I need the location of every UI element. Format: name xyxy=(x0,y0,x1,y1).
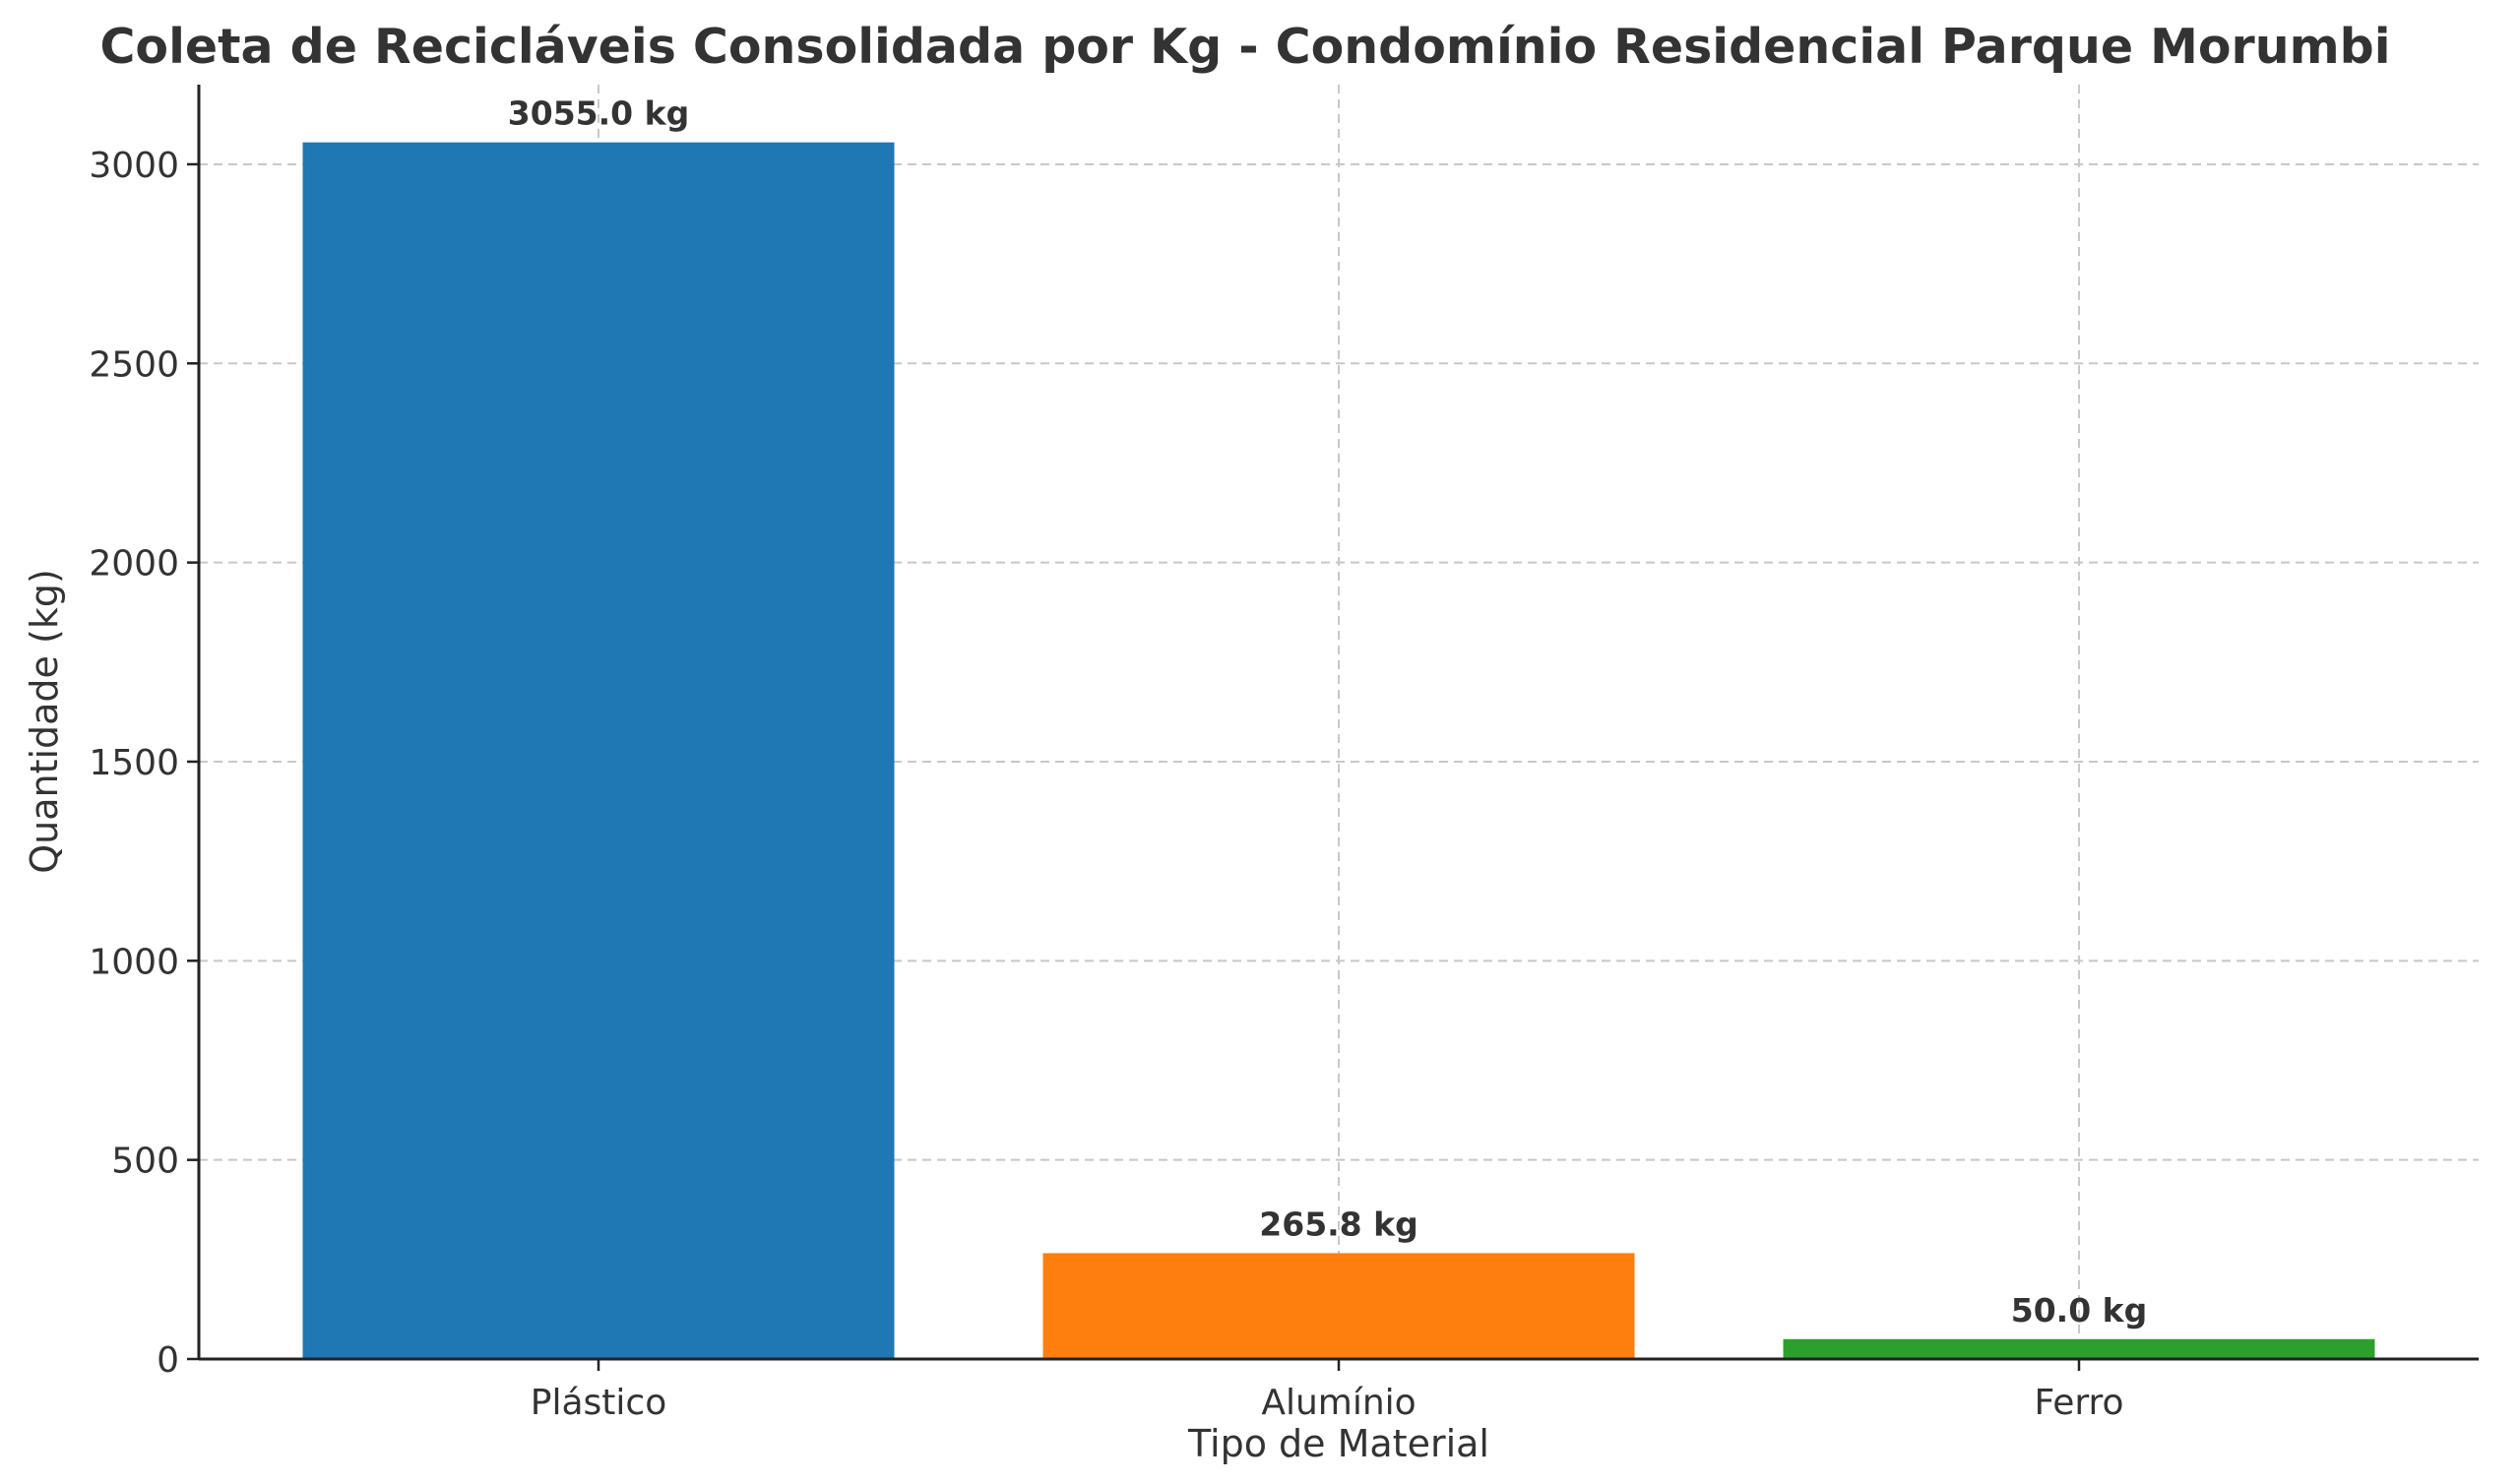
y-tick-label: 1500 xyxy=(89,743,179,783)
bar-data-label: 50.0 kg xyxy=(2011,1291,2147,1329)
x-axis-label: Tipo de Material xyxy=(1187,1422,1489,1465)
bar-data-label: 265.8 kg xyxy=(1259,1205,1418,1243)
bar-alumínio xyxy=(1042,1253,1635,1359)
bar-ferro xyxy=(1783,1338,2375,1359)
chart-title: Coleta de Recicláveis Consolidada por Kg… xyxy=(99,19,2390,75)
y-tick-label: 0 xyxy=(157,1340,179,1381)
data-labels-layer: 3055.0 kg 265.8 kg 50.0 kg xyxy=(508,94,2147,1329)
y-tick-label: 2500 xyxy=(89,344,179,385)
y-tick-label: 2000 xyxy=(89,544,179,585)
y-tick-label: 500 xyxy=(111,1142,179,1182)
bar-data-label: 3055.0 kg xyxy=(508,94,689,133)
x-tick-label: Alumínio xyxy=(1261,1383,1416,1423)
y-axis-label: Quantidade (kg) xyxy=(23,569,66,874)
y-tick-label: 3000 xyxy=(89,146,179,186)
x-tick-label: Plástico xyxy=(531,1383,666,1423)
x-tick-label: Ferro xyxy=(2034,1383,2123,1423)
ticks-layer: 0 500 1000 1500 2000 2500 3000 Plástico Alumínio… xyxy=(89,146,2123,1423)
bar-plástico xyxy=(302,142,895,1359)
y-tick-label: 1000 xyxy=(89,942,179,982)
bars-layer xyxy=(302,142,2375,1359)
